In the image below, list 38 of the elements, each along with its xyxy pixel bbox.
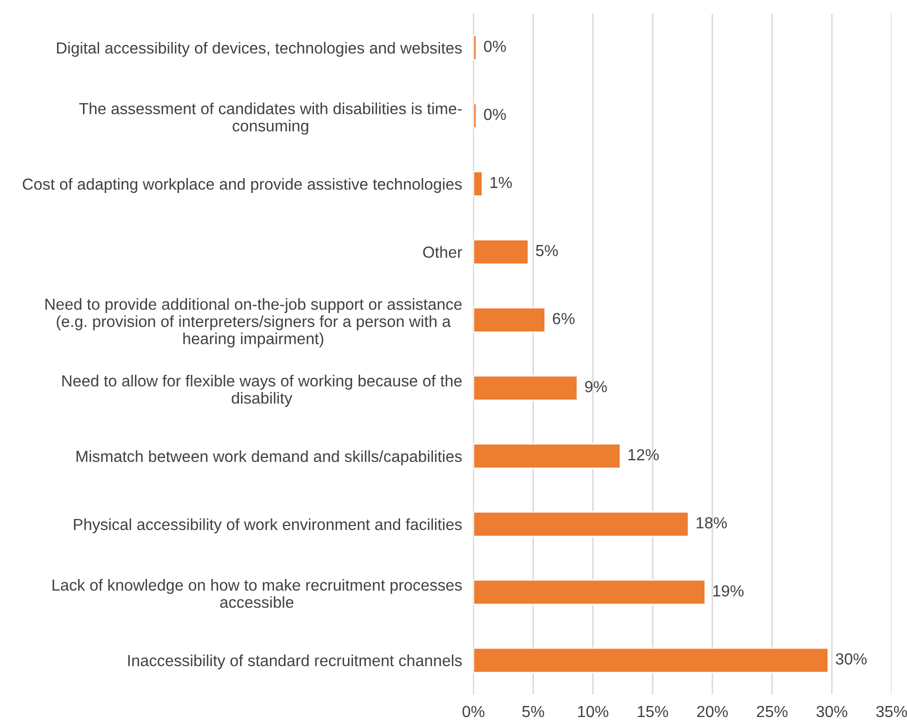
x-tick-label: 20% (697, 706, 728, 718)
x-tick-label: 15% (638, 706, 668, 718)
data-label: 18% (696, 517, 727, 528)
y-tick-label: Physical accessibility of work environment and facilities (74, 518, 462, 534)
data-label: 30% (836, 653, 867, 665)
data-label: 0% (484, 40, 506, 52)
bar (473, 579, 706, 606)
y-tick-label: Mismatch between work demand and skills/capabilities (76, 450, 462, 466)
y-tick-label: Lack of knowledge on how to make recruitment processes accessible (52, 578, 462, 608)
data-label: 6% (552, 312, 575, 324)
y-tick-label: Other (423, 246, 462, 258)
y-tick-label: The assessment of candidates with disabilities is time- consuming (79, 102, 462, 135)
y-tick-label: Digital accessibility of devices, technologies and websites (57, 42, 462, 57)
x-tick-label: 35% (876, 706, 907, 718)
x-tick-label: 30% (816, 706, 848, 718)
data-label: 9% (585, 381, 607, 392)
y-tick-label: Need to allow for flexible ways of working because of the disability (62, 374, 462, 407)
data-label: 12% (628, 449, 659, 460)
y-tick-label: Inaccessibility of standard recruitment channels (128, 654, 462, 670)
x-tick-label: 25% (756, 706, 788, 718)
bar (473, 238, 530, 265)
y-tick-label: Need to provide additional on-the-job support or assistance (e.g. provision of interpreters/signers for a person with a hearing impairment) (45, 298, 462, 348)
bar (473, 102, 478, 129)
bar (473, 511, 690, 538)
data-label: 0% (484, 108, 506, 120)
bar (473, 375, 578, 401)
bar (473, 647, 829, 674)
bar (473, 443, 622, 470)
data-label: 1% (490, 176, 512, 188)
data-label: 5% (536, 244, 558, 256)
bar (473, 170, 484, 197)
x-tick-label: 5% (522, 706, 544, 718)
data-label: 19% (713, 585, 744, 597)
bar (473, 307, 546, 333)
y-tick-label: Cost of adapting workplace and provide assistive technologies (22, 178, 462, 193)
x-tick-label: 0% (462, 706, 484, 718)
bar (473, 34, 478, 61)
x-tick-label: 10% (578, 706, 608, 718)
